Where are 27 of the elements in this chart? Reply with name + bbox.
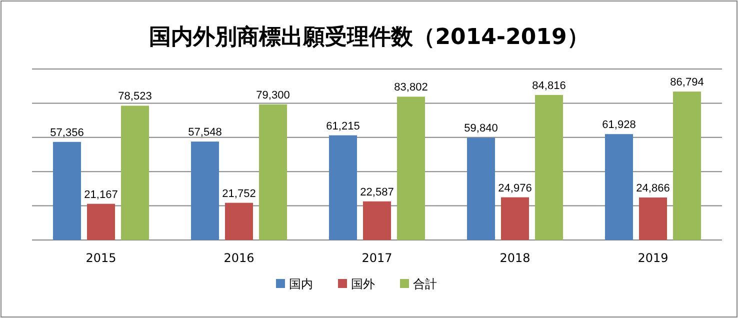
legend-item: 合計 [400, 277, 437, 291]
data-label: 22,587 [360, 186, 394, 198]
x-tick-label: 2016 [224, 251, 254, 265]
data-label: 83,802 [394, 82, 428, 94]
data-label: 21,167 [84, 188, 118, 201]
data-label: 84,816 [532, 80, 566, 92]
title: 国内外別商標出願受理件数（2014-2019） [149, 25, 589, 50]
data-label: 59,840 [464, 122, 498, 135]
data-label: 57,548 [188, 126, 222, 139]
data-label: 61,928 [602, 119, 636, 132]
data-label: 86,794 [670, 76, 704, 89]
data-label: 24,866 [636, 182, 670, 194]
legend-item: 国外 [338, 277, 375, 291]
legend-item: 国内 [276, 277, 313, 291]
data-label: 57,356 [50, 126, 84, 139]
data-label: 79,300 [256, 89, 290, 102]
x-tick-label: 2018 [500, 251, 530, 265]
x-tick-label: 2015 [86, 251, 116, 265]
data-label: 24,976 [498, 182, 532, 194]
legend-label: 合計 [413, 277, 437, 291]
data-label: 21,752 [222, 188, 256, 200]
legend-label: 国内 [289, 277, 313, 291]
x-tick-label: 2017 [362, 251, 392, 265]
x-tick-label: 2019 [638, 251, 668, 265]
data-label: 61,215 [326, 120, 360, 132]
data-label: 78,523 [118, 90, 152, 103]
legend-label: 国外 [351, 277, 375, 291]
